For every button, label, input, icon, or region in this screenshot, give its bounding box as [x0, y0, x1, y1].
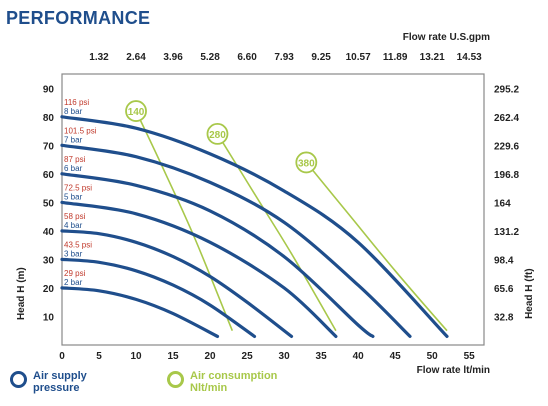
air-consumption-line-140 [135, 110, 234, 332]
pressure-curve-4-bar [60, 229, 294, 338]
page-title: PERFORMANCE [6, 8, 151, 28]
x-tick-label: 25 [242, 351, 254, 362]
y-tick-label: 20 [43, 284, 55, 295]
y-tick-label: 50 [43, 198, 55, 209]
air-consumption-line-380 [305, 161, 448, 332]
y-tick-label: 10 [43, 312, 55, 323]
y2-tick-label: 65.6 [494, 284, 514, 295]
y-tick-label: 70 [43, 141, 55, 152]
y-tick-label: 90 [43, 84, 55, 95]
pressure-curve-3-bar [60, 257, 257, 338]
pressure-psi-label: 101.5 psi [64, 126, 97, 135]
x2-tick-label: 3.96 [163, 52, 183, 63]
x-tick-label: 55 [464, 351, 476, 362]
pressure-psi-label: 87 psi [64, 155, 86, 164]
pressure-curve-7-bar [60, 143, 412, 338]
x2-tick-label: 13.21 [420, 52, 445, 63]
x-tick-label: 30 [279, 351, 291, 362]
x2-tick-label: 14.53 [457, 52, 482, 63]
legend-air-supply-label: Air supply pressure [33, 370, 87, 394]
air-consumption-label: 380 [298, 158, 315, 169]
y2-axis-label: Head H (ft) [524, 268, 535, 319]
pressure-bar-label: 8 bar [64, 107, 83, 116]
y-tick-label: 60 [43, 170, 55, 181]
legend-air-consumption-label: Air consumption Nlt/min [190, 370, 278, 394]
pressure-psi-label: 29 psi [64, 269, 86, 278]
x-tick-label: 15 [167, 351, 179, 362]
pressure-bar-label: 4 bar [64, 221, 83, 230]
pressure-curve-6-bar [60, 172, 375, 338]
pressure-psi-label: 43.5 psi [64, 240, 92, 249]
air-consumption-marker-140 [125, 100, 147, 122]
x-tick-label: 40 [353, 351, 365, 362]
air-consumption-label: 280 [209, 130, 226, 141]
x-axis-label: Flow rate lt/min [417, 365, 490, 376]
pressure-curve-8-bar [60, 115, 449, 338]
x2-tick-label: 2.64 [126, 52, 146, 63]
x2-tick-label: 7.93 [274, 52, 294, 63]
pressure-bar-label: 2 bar [64, 278, 83, 287]
x2-tick-label: 10.57 [346, 52, 371, 63]
y-tick-label: 40 [43, 227, 55, 238]
x2-tick-label: 9.25 [311, 52, 331, 63]
y2-tick-label: 98.4 [494, 255, 514, 266]
y-tick-label: 80 [43, 113, 55, 124]
y2-tick-label: 196.8 [494, 170, 519, 181]
legend-air-supply: Air supply pressure [10, 370, 121, 394]
x-tick-label: 50 [427, 351, 439, 362]
x2-tick-label: 5.28 [200, 52, 220, 63]
y2-tick-label: 164 [494, 198, 511, 209]
green-ring-icon [167, 371, 184, 388]
y-axis-label: Head H (m) [16, 267, 27, 320]
y2-tick-label: 32.8 [494, 312, 514, 323]
x-tick-label: 5 [96, 351, 102, 362]
x-tick-label: 45 [390, 351, 402, 362]
y2-tick-label: 262.4 [494, 113, 519, 124]
x-tick-label: 20 [205, 351, 217, 362]
pressure-psi-label: 116 psi [64, 98, 89, 107]
x2-axis-label: Flow rate U.S.gpm [403, 32, 490, 43]
pressure-psi-label: 58 psi [64, 212, 86, 221]
air-consumption-marker-380 [295, 151, 318, 174]
y2-tick-label: 229.6 [494, 141, 519, 152]
x2-tick-label: 6.60 [237, 52, 257, 63]
pressure-psi-label: 72.5 psi [64, 183, 92, 192]
x-tick-label: 35 [316, 351, 328, 362]
pressure-bar-label: 7 bar [64, 135, 83, 144]
air-consumption-marker-280 [206, 123, 229, 145]
x2-tick-label: 1.32 [89, 52, 109, 63]
pressure-bar-label: 5 bar [64, 192, 83, 201]
y2-tick-label: 295.2 [494, 84, 519, 95]
y2-tick-label: 131.2 [494, 227, 519, 238]
x-tick-label: 10 [130, 351, 142, 362]
legend-air-consumption: Air consumption Nlt/min [167, 370, 278, 394]
x2-tick-label: 11.89 [383, 52, 408, 63]
blue-ring-icon [10, 371, 27, 388]
y-tick-label: 30 [43, 255, 55, 266]
pressure-curve-5-bar [60, 200, 338, 338]
air-consumption-line-280 [216, 133, 337, 332]
pressure-bar-label: 3 bar [64, 249, 83, 258]
x-tick-label: 0 [59, 351, 65, 362]
plot-frame [61, 73, 485, 346]
pressure-bar-label: 6 bar [64, 164, 83, 173]
pressure-curve-2-bar [60, 286, 220, 338]
air-consumption-label: 140 [128, 107, 145, 118]
